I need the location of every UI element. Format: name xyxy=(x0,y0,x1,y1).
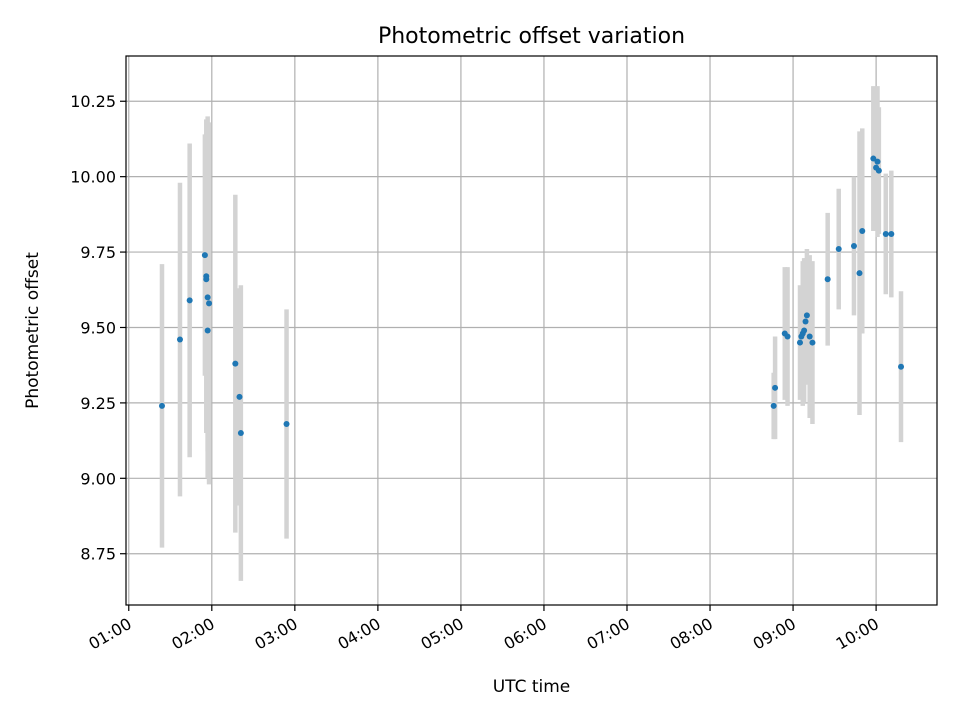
y-tick-label: 8.75 xyxy=(80,545,116,564)
data-point xyxy=(875,167,882,174)
x-tick-label: 03:00 xyxy=(251,614,300,654)
data-point xyxy=(824,276,831,283)
x-axis-ticks: 01:00 02:00 03:00 04:00 05:00 06:00 07:00 08:00… xyxy=(85,605,882,654)
y-axis-ticks: 8.75 9.00 9.25 9.50 9.75 10.00 10.25 xyxy=(70,92,126,564)
y-tick-label: 10.25 xyxy=(70,92,116,111)
data-point xyxy=(203,276,210,283)
y-tick-label: 9.50 xyxy=(80,318,116,337)
x-tick-label: 08:00 xyxy=(667,614,716,654)
x-tick-label: 10:00 xyxy=(833,614,882,654)
error-bars xyxy=(159,86,904,581)
data-point xyxy=(802,318,809,325)
y-axis-label: Photometric offset xyxy=(23,252,43,409)
x-tick-label: 07:00 xyxy=(584,614,633,654)
data-point xyxy=(809,339,816,346)
data-point xyxy=(237,430,244,437)
data-points xyxy=(158,155,905,437)
data-point xyxy=(204,294,211,301)
x-tick-label: 09:00 xyxy=(750,614,799,654)
data-point xyxy=(283,421,290,428)
x-tick-label: 06:00 xyxy=(501,614,550,654)
data-point xyxy=(859,227,866,234)
x-tick-label: 01:00 xyxy=(85,614,134,654)
data-point xyxy=(204,327,211,334)
data-point xyxy=(898,363,905,370)
y-tick-label: 9.25 xyxy=(80,394,116,413)
y-tick-label: 9.75 xyxy=(80,243,116,262)
x-tick-label: 04:00 xyxy=(334,614,383,654)
data-point xyxy=(232,360,239,367)
data-point xyxy=(796,339,803,346)
data-point xyxy=(882,230,889,237)
data-point xyxy=(803,312,810,319)
data-point xyxy=(176,336,183,343)
chart-title: Photometric offset variation xyxy=(378,24,685,49)
x-tick-label: 05:00 xyxy=(417,614,466,654)
data-point xyxy=(850,243,857,250)
grid-lines xyxy=(126,56,937,605)
data-point xyxy=(856,270,863,277)
x-tick-label: 02:00 xyxy=(168,614,217,654)
y-tick-label: 10.00 xyxy=(70,168,116,187)
data-point xyxy=(870,155,877,162)
data-point xyxy=(186,297,193,304)
data-point xyxy=(806,333,813,340)
data-point xyxy=(874,158,881,165)
data-point xyxy=(770,402,777,409)
data-point xyxy=(888,230,895,237)
data-point xyxy=(236,393,243,400)
data-point xyxy=(772,384,779,391)
x-axis-label: UTC time xyxy=(493,677,571,697)
data-point xyxy=(835,246,842,253)
data-point xyxy=(158,402,165,409)
plot-frame xyxy=(125,55,938,606)
y-tick-label: 9.00 xyxy=(80,469,116,488)
data-point xyxy=(206,300,213,307)
data-point xyxy=(201,252,208,259)
data-point xyxy=(801,327,808,334)
data-point xyxy=(784,333,791,340)
